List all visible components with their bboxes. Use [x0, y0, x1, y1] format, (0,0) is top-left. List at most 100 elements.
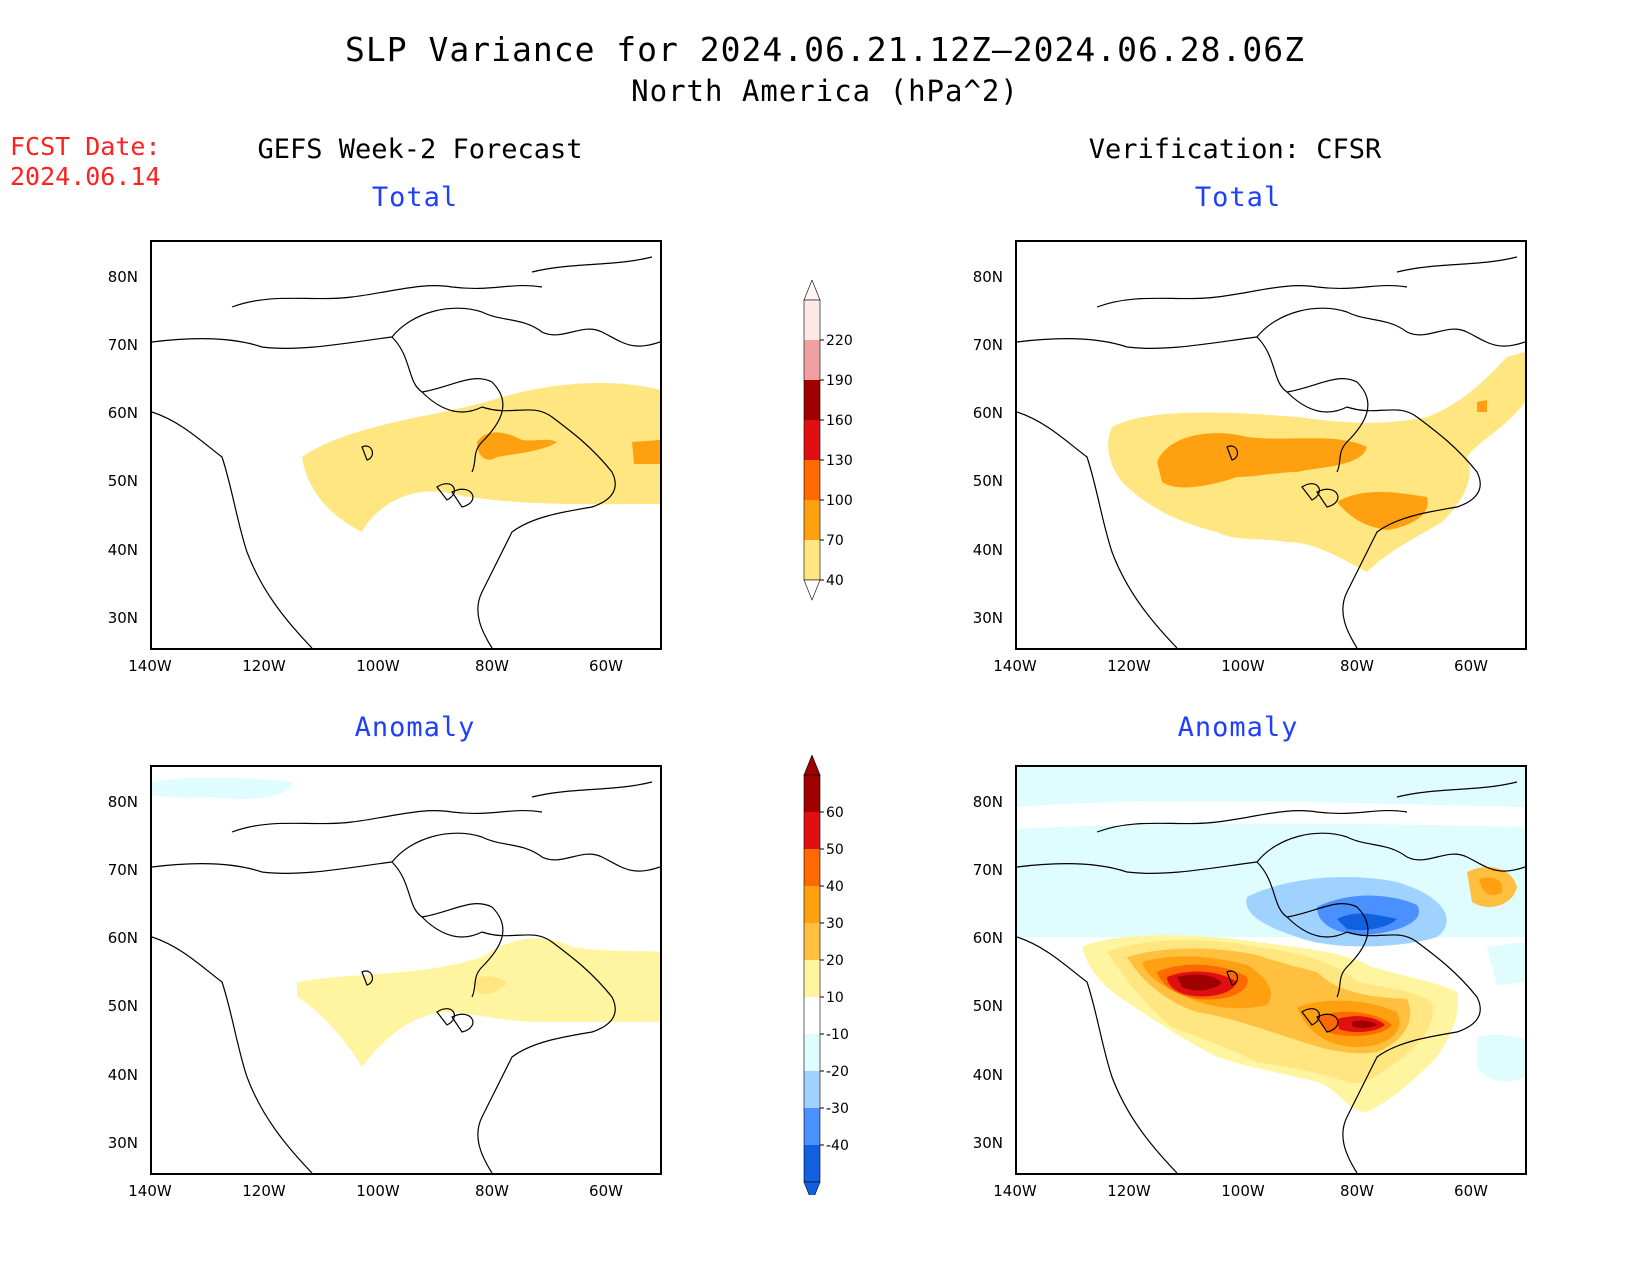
lat-tick-label: 30N	[107, 609, 138, 627]
colorbar-label: 30	[826, 916, 844, 932]
colorbar-label: 100	[826, 493, 853, 509]
lat-tick-label: 40N	[972, 1066, 1003, 1084]
lon-tick-label: 120W	[1107, 657, 1151, 675]
lon-tick-label: 80W	[475, 1182, 509, 1200]
coastline	[1017, 256, 1525, 648]
shade-pale-cyan-east-2	[1487, 942, 1525, 985]
lon-tick-label: 140W	[128, 1182, 172, 1200]
colorbar-swatch	[804, 960, 820, 997]
shade-orange-ne-core	[1479, 877, 1503, 896]
lon-tick-label: 60W	[589, 1182, 623, 1200]
lat-tick-label: 50N	[107, 472, 138, 490]
lon-tick-label: 100W	[356, 1182, 400, 1200]
colorbar-swatch	[804, 849, 820, 886]
shade-orange-east	[632, 440, 660, 464]
colorbar-label: 60	[826, 805, 844, 821]
shade-pale-cyan-east	[1477, 1034, 1525, 1082]
lat-tick-label: 50N	[972, 472, 1003, 490]
lat-tick-label: 80N	[972, 793, 1003, 811]
colorbar-swatch	[804, 997, 820, 1034]
shade-orange-east	[1337, 492, 1428, 530]
lat-tick-label: 60N	[972, 929, 1003, 947]
panel-label-br: Anomaly	[1177, 712, 1299, 743]
colorbar-swatch	[804, 1071, 820, 1108]
lon-tick-label: 80W	[475, 657, 509, 675]
lon-tick-label: 80W	[1340, 657, 1374, 675]
colorbar-label: -40	[826, 1138, 849, 1154]
colorbar-swatch	[804, 1108, 820, 1145]
panel-label-tl: Total	[371, 182, 459, 213]
colorbar-swatch	[804, 1145, 820, 1182]
colorbar-label: -10	[826, 1027, 849, 1043]
colorbar-label: -20	[826, 1064, 849, 1080]
lon-tick-label: 60W	[1454, 657, 1488, 675]
coastline	[152, 781, 660, 1173]
lat-tick-label: 50N	[107, 997, 138, 1015]
shade-pale-cyan	[152, 777, 292, 799]
colorbar-label: 40	[826, 573, 844, 589]
colorbar-bottom-arrow	[803, 579, 821, 601]
shade-orange-ne	[1477, 400, 1487, 412]
colorbar-label: 10	[826, 990, 844, 1006]
colorbar-label: -30	[826, 1101, 849, 1117]
lat-tick-label: 60N	[972, 404, 1003, 422]
lat-tick-label: 30N	[972, 609, 1003, 627]
lat-tick-label: 60N	[107, 929, 138, 947]
colorbar-swatch	[804, 886, 820, 923]
lat-tick-label: 30N	[107, 1134, 138, 1152]
coastline	[1017, 781, 1525, 1173]
left-column-heading: GEFS Week-2 Forecast	[257, 134, 583, 165]
colorbar-label: 220	[826, 333, 853, 349]
colorbar-swatch	[804, 380, 820, 420]
colorbar-swatch	[804, 812, 820, 849]
colorbar-bottom-arrow	[803, 1181, 821, 1195]
lon-tick-label: 100W	[1221, 1182, 1265, 1200]
lon-tick-label: 120W	[242, 1182, 286, 1200]
colorbar-anomaly: 60 50 40 30 20 10 -10 -20 -30 -40	[803, 755, 849, 1195]
lat-tick-label: 40N	[107, 1066, 138, 1084]
lon-tick-label: 80W	[1340, 1182, 1374, 1200]
shade-orange	[1157, 433, 1367, 488]
colorbar-label: 70	[826, 533, 844, 549]
lon-tick-label: 120W	[1107, 1182, 1151, 1200]
lon-tick-label: 140W	[993, 657, 1037, 675]
colorbar-label: 130	[826, 453, 853, 469]
lat-tick-label: 30N	[972, 1134, 1003, 1152]
colorbar-top-arrow	[803, 755, 821, 776]
lat-tick-label: 70N	[107, 861, 138, 879]
chart-subtitle: North America (hPa^2)	[631, 74, 1019, 108]
map-panel-forecast-anomaly	[150, 765, 662, 1175]
colorbar-label: 20	[826, 953, 844, 969]
colorbar-label: 160	[826, 413, 853, 429]
lat-tick-label: 40N	[107, 541, 138, 559]
colorbar-label: 190	[826, 373, 853, 389]
fcst-date-label: FCST Date:	[10, 132, 161, 161]
lat-tick-label: 80N	[972, 268, 1003, 286]
shade-orange	[477, 432, 557, 460]
verification-anomaly-svg	[1017, 767, 1525, 1173]
shade-white-gap	[1017, 801, 1525, 829]
shade-yellow	[472, 976, 507, 994]
lat-tick-label: 70N	[972, 861, 1003, 879]
shade-dark-red	[1177, 974, 1222, 991]
lon-tick-label: 140W	[993, 1182, 1037, 1200]
map-panel-verification-anomaly	[1015, 765, 1527, 1175]
colorbar-swatch	[804, 1034, 820, 1071]
lat-tick-label: 40N	[972, 541, 1003, 559]
map-panel-verification-total	[1015, 240, 1527, 650]
coastline	[152, 256, 660, 648]
panel-label-tr: Total	[1194, 182, 1282, 213]
shade-dark-red-2	[1352, 1020, 1377, 1029]
lat-tick-label: 80N	[107, 793, 138, 811]
lon-tick-label: 120W	[242, 657, 286, 675]
forecast-total-svg	[152, 256, 660, 648]
colorbar-total: 220 190 160 130 100 70 40	[803, 280, 853, 601]
colorbar-label: 40	[826, 879, 844, 895]
map-panel-forecast-total	[150, 240, 662, 650]
lon-tick-label: 140W	[128, 657, 172, 675]
colorbar-swatch	[804, 500, 820, 540]
colorbar-swatch	[804, 460, 820, 500]
colorbar-top-arrow	[803, 280, 821, 301]
lat-tick-label: 80N	[107, 268, 138, 286]
lat-tick-label: 60N	[107, 404, 138, 422]
